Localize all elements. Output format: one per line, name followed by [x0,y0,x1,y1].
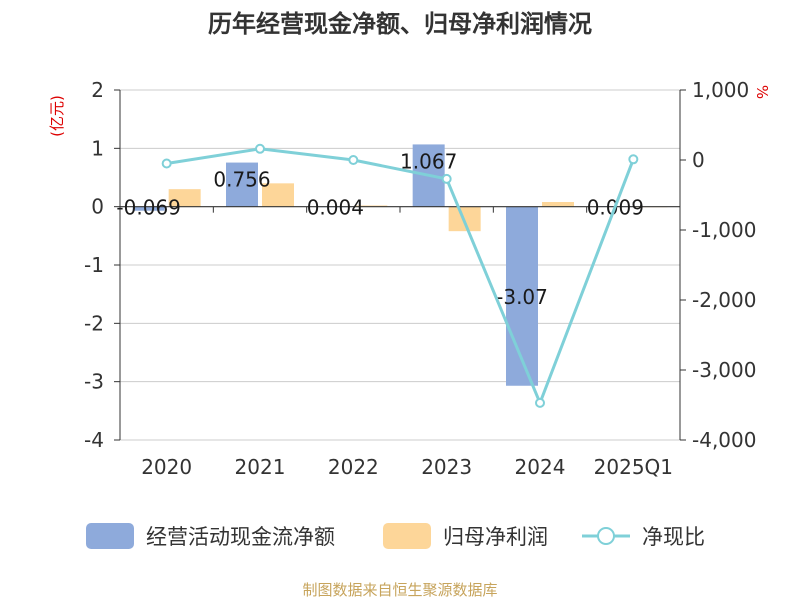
left-tick-label: -1 [84,253,104,277]
legend-label-net-profit: 归母净利润 [443,525,548,549]
data-label-cash-flow: 0.004 [307,196,364,220]
right-tick-label: -1,000 [692,218,756,242]
left-tick-label: -3 [84,370,104,394]
right-axis-unit: % [753,85,771,99]
legend-label-cash-flow: 经营活动现金流净额 [146,525,335,549]
left-tick-label: -2 [84,311,104,335]
x-category-label: 2020 [141,455,192,479]
ratio-point [628,154,639,165]
data-label-cash-flow: -3.07 [496,285,548,309]
left-tick-label: 1 [91,136,104,160]
data-label-cash-flow: 1.067 [400,149,457,173]
data-label-cash-flow: 0.756 [213,168,270,192]
ratio-line [161,143,639,408]
bar-cash-flow [226,162,258,207]
bar-net-profit [542,202,574,207]
chart-title: 历年经营现金净额、归母净利润情况 [208,10,592,38]
left-axis-unit: (亿元) [48,95,66,137]
right-tick-label: -4,000 [692,428,756,452]
right-tick-label: -3,000 [692,358,756,382]
legend-swatch-cash-flow [86,523,134,549]
ratio-point [161,158,172,169]
legend: 经营活动现金流净额 归母净利润 净现比 [86,523,705,549]
x-category-label: 2021 [235,455,286,479]
legend-swatch-net-profit [383,523,431,549]
bar-net-profit [168,189,201,207]
left-tick-label: 0 [91,195,104,219]
ratio-series-line [166,147,635,407]
ratio-point [441,173,452,184]
bar-net-profit [262,183,294,207]
ratio-point [255,143,265,154]
x-category-label: 2022 [328,455,379,479]
bar-cash-flow [132,206,165,211]
x-category-label: 2023 [421,455,472,479]
grid-lines [120,89,680,441]
ratio-point [535,397,545,408]
left-tick-label: -4 [84,428,104,452]
right-tick-label: 0 [692,148,705,172]
axes: 2 1 0 -1 -2 -3 -4 1,000 0 -1,000 -2,000 -3,000 -4,00… [84,78,756,479]
x-category-label: 2024 [515,455,566,479]
right-tick-label: 1,000 [692,78,749,102]
legend-label-ratio: 净现比 [642,525,705,549]
right-tick-label: -2,000 [692,288,756,312]
data-label-cash-flow: -0.069 [116,196,180,220]
left-tick-label: 2 [91,78,104,102]
x-category-label: 2025Q1 [594,455,673,479]
ratio-point [348,155,359,165]
legend-swatch-ratio-marker [597,527,615,545]
source-note: 制图数据来自恒生聚源数据库 [302,581,497,599]
